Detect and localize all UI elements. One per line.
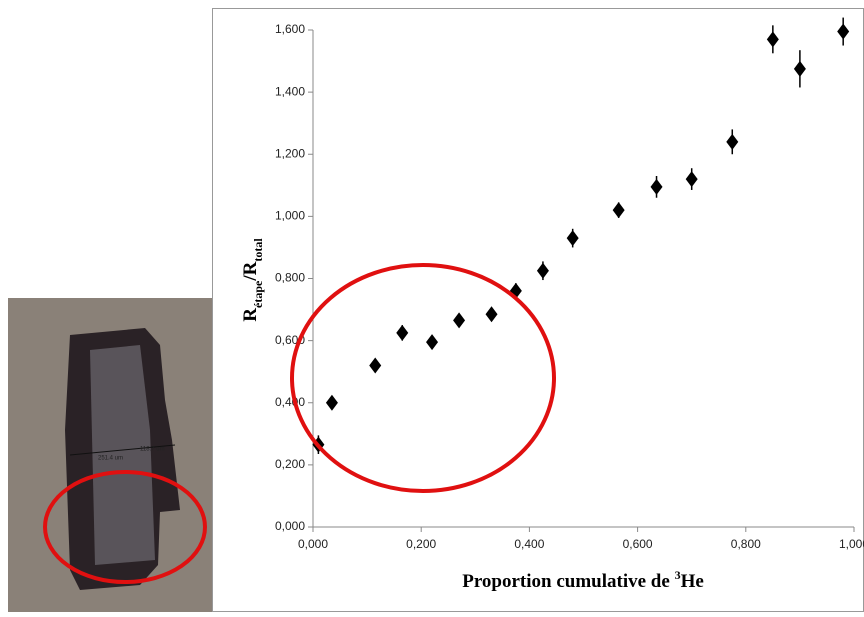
- marker: [325, 394, 338, 411]
- photo: 251.4 um 118.7 um: [8, 298, 212, 612]
- x-tick-label: 0,000: [298, 537, 328, 551]
- chart-frame: [212, 8, 864, 612]
- marker: [426, 334, 439, 351]
- y-tick-label: 1,200: [275, 146, 305, 160]
- y-tick-label: 1,400: [275, 84, 305, 98]
- marker: [793, 60, 806, 77]
- y-tick-label: 0,200: [275, 457, 305, 471]
- marker: [612, 202, 625, 219]
- x-axis-title: Proportion cumulative de 3He: [462, 568, 704, 593]
- y-tick-label: 0,800: [275, 271, 305, 285]
- marker: [766, 31, 779, 48]
- marker: [485, 306, 498, 323]
- x-tick-label: 0,600: [623, 537, 653, 551]
- marker: [726, 133, 739, 150]
- photo-label: 118.7 um: [140, 447, 165, 453]
- y-tick-label: 1,000: [275, 209, 305, 223]
- y-tick-label: 0,400: [275, 395, 305, 409]
- y-tick-label: 1,600: [275, 22, 305, 36]
- x-tick-label: 1,000: [839, 537, 864, 551]
- marker: [536, 262, 549, 279]
- marker: [396, 324, 409, 341]
- y-axis-title: Rétape/Rtotal: [240, 238, 264, 322]
- marker: [453, 312, 466, 329]
- x-tick-label: 0,400: [514, 537, 544, 551]
- marker: [837, 23, 850, 40]
- photo-label: 251.4 um: [98, 456, 123, 462]
- y-tick-label: 0,000: [275, 519, 305, 533]
- x-tick-label: 0,200: [406, 537, 436, 551]
- highlight-ellipse: [290, 263, 556, 493]
- x-tick-label: 0,800: [731, 537, 761, 551]
- marker: [650, 178, 663, 195]
- marker: [685, 171, 698, 188]
- marker: [369, 357, 382, 374]
- marker: [566, 230, 579, 247]
